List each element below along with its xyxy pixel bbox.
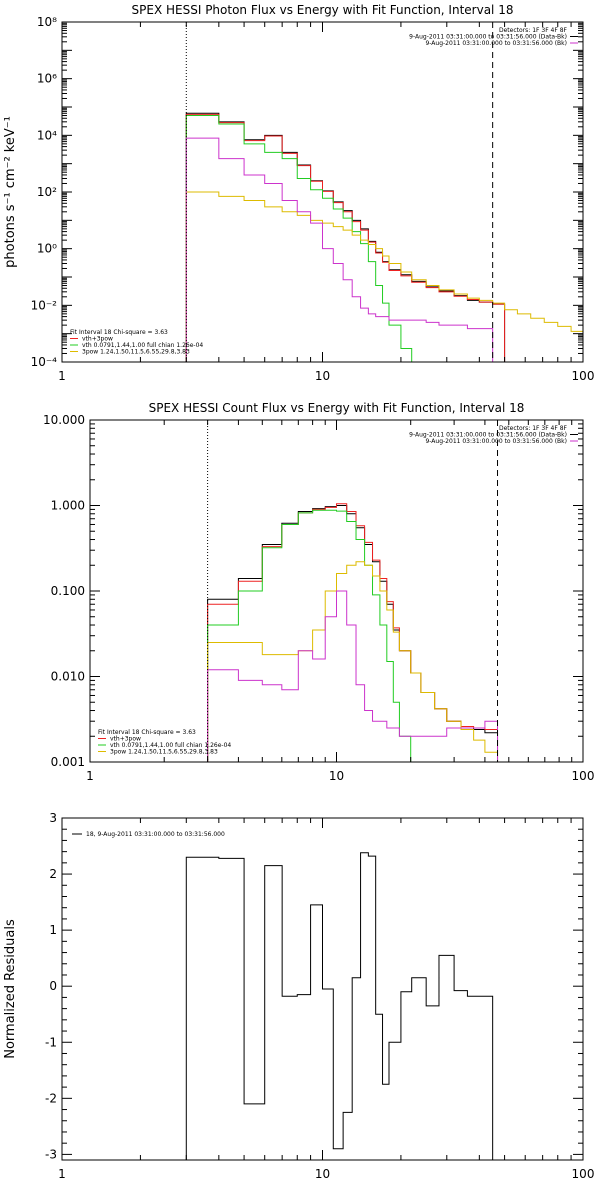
- series-line-3: [185, 115, 413, 362]
- legend-entry: 18, 9-Aug-2011 03:31:00.000 to 03:31:56.…: [86, 831, 225, 838]
- legend-bottom-entry: vth 0.0791,1.44,1.00 full chian 1.26e-04: [110, 742, 231, 749]
- x-tick-label: 1: [58, 369, 66, 383]
- y-tick-label: 10⁴: [37, 128, 57, 142]
- series-line-1: [185, 852, 494, 1160]
- legend-bottom-entry: Fit Interval 18 Chi-square = 3.63: [98, 729, 196, 736]
- legend-bottom-entry: 3pow 1.24,1.50,11.5,6.55,29.8,3.83: [110, 749, 218, 756]
- chart-panel-3: 1 10 100 -3 -2 -1 0 1 2 3 Normalized Residuals 18, …: [3, 811, 594, 1181]
- x-tick-label: 100: [572, 769, 595, 783]
- series-group: [207, 503, 499, 762]
- chart-panel-2: SPEX HESSI Count Flux vs Energy with Fit…: [43, 401, 595, 783]
- y-tick-label: -3: [45, 1147, 57, 1161]
- y-tick-label: 10⁻⁴: [31, 355, 58, 369]
- chart-panel-1: SPEX HESSI Photon Flux vs Energy with Fi…: [3, 3, 594, 383]
- y-tick-label: 10⁰: [37, 242, 57, 256]
- y-tick-label: 0.001: [51, 755, 85, 769]
- y-tick-label: 10.000: [43, 413, 85, 427]
- series-line-2: [185, 113, 506, 362]
- y-tick-label: 2: [49, 867, 57, 881]
- legend-top-entry: 9-Aug-2011 03:31:00.000 to 03:31:56.000 …: [409, 432, 567, 439]
- x-tick-label: 10: [315, 1167, 330, 1181]
- legend-bottom-entry: Fit Interval 18 Chi-square = 3.63: [70, 329, 168, 336]
- series-line-4: [185, 191, 583, 362]
- y-tick-label: 0.010: [51, 670, 85, 684]
- series-line-3: [207, 509, 412, 762]
- x-tick-label: 10: [315, 369, 330, 383]
- y-tick-label: 10⁶: [37, 72, 57, 86]
- series-group: [185, 852, 494, 1160]
- legend-bottom-entry: vth+3pow: [82, 336, 113, 343]
- y-tick-label: 10⁸: [37, 15, 57, 29]
- legend-top-entry: 9-Aug-2011 03:31:00.000 to 03:31:56.000 …: [425, 40, 567, 47]
- legend-top-entry: 9-Aug-2011 03:31:00.000 to 03:31:56.000 …: [425, 438, 567, 445]
- series-line-1: [207, 505, 499, 762]
- x-tick-label: 1: [86, 769, 94, 783]
- x-tick-label: 100: [572, 369, 595, 383]
- legend-bottom-entry: vth+3pow: [110, 736, 141, 743]
- legend-bottom-entry: vth 0.0791,1.44,1.00 full chian 1.26e-04: [82, 342, 203, 349]
- y-tick-label: 3: [49, 811, 57, 825]
- y-tick-label: 0.100: [51, 584, 85, 598]
- y-tick-label: -1: [45, 1035, 57, 1049]
- legend-top-entry: Detectors: 1F 3F 4F 8F: [499, 425, 568, 432]
- series-line-5: [185, 137, 494, 362]
- x-tick-label: 100: [572, 1167, 595, 1181]
- y-tick-label: -2: [45, 1091, 57, 1105]
- chart-title: SPEX HESSI Count Flux vs Energy with Fit…: [149, 401, 525, 415]
- series-line-5: [207, 590, 499, 762]
- x-tick-label: 10: [329, 769, 344, 783]
- y-axis-label: Normalized Residuals: [3, 919, 18, 1059]
- y-tick-label: 1: [49, 923, 57, 937]
- y-tick-label: 10²: [37, 185, 57, 199]
- legend-bottom-entry: 3pow 1.24,1.50,11.5,6.55,29.8,3.83: [82, 349, 190, 356]
- chart-title: SPEX HESSI Photon Flux vs Energy with Fi…: [132, 3, 514, 17]
- y-tick-label: 1.000: [51, 499, 85, 513]
- y-tick-label: 0: [49, 979, 57, 993]
- y-axis-label: photons s⁻¹ cm⁻² keV⁻¹: [3, 116, 18, 268]
- legend-top-entry: Detectors: 1F 3F 4F 8F: [499, 27, 568, 34]
- series-line-4: [207, 561, 499, 762]
- legend-top-entry: 9-Aug-2011 03:31:00.000 to 03:31:56.000 …: [409, 34, 567, 41]
- x-tick-label: 1: [58, 1167, 66, 1181]
- series-group: [185, 112, 583, 362]
- y-tick-label: 10⁻²: [31, 298, 58, 312]
- series-line-1: [185, 112, 506, 362]
